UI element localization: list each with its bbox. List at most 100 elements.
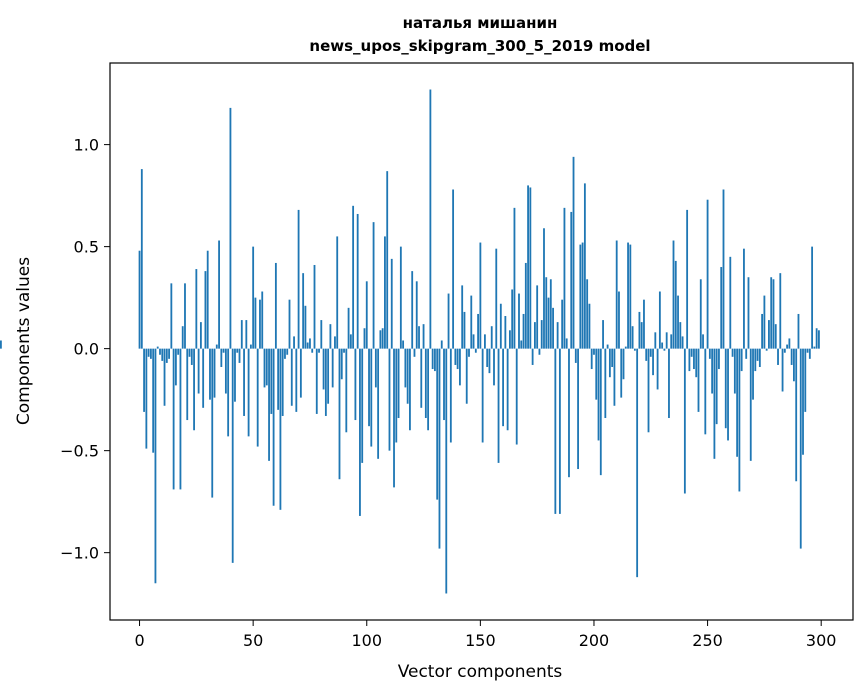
bar-227	[654, 332, 657, 349]
bar-187	[563, 207, 566, 349]
bar-2	[143, 348, 145, 412]
bar-22	[188, 348, 191, 357]
bar-224	[647, 348, 650, 433]
bar-17	[177, 348, 180, 355]
bar-15	[172, 348, 175, 490]
bar-249	[704, 348, 707, 435]
bar-19	[181, 326, 184, 349]
bar-4	[147, 348, 150, 357]
bar-0	[138, 250, 141, 349]
bar-85	[331, 348, 334, 388]
bar-137	[449, 348, 452, 443]
bar-155	[490, 326, 493, 349]
bar-269	[749, 348, 752, 461]
y-tick-label: −1.0	[60, 544, 99, 563]
bar-262	[733, 348, 736, 394]
bar-124	[420, 348, 423, 408]
bar-87	[336, 236, 339, 349]
bar-150	[479, 242, 482, 349]
bar-205	[604, 348, 607, 419]
bar-16	[174, 348, 177, 386]
bar-285	[786, 344, 789, 349]
bar-192	[574, 348, 577, 363]
bar-186	[561, 299, 564, 349]
bar-229	[658, 291, 661, 349]
y-tick-label: 0.5	[74, 238, 99, 257]
bar-116	[402, 340, 405, 349]
bar-170	[524, 262, 527, 349]
bar-145	[468, 348, 470, 357]
bar-153	[486, 348, 489, 367]
bar-166	[515, 348, 518, 445]
bar-251	[708, 348, 711, 359]
bar-240	[683, 348, 686, 494]
bar-218	[633, 348, 636, 351]
bar-260	[729, 256, 732, 349]
bar-63	[281, 348, 284, 416]
bar-235	[672, 240, 675, 349]
bar-163	[508, 330, 511, 349]
bar-46	[243, 348, 245, 416]
bar-139	[454, 348, 457, 365]
bar-118	[406, 348, 409, 404]
bar-56	[265, 348, 268, 386]
bar-195	[581, 242, 584, 349]
bar-74	[306, 342, 309, 349]
bar-190	[570, 211, 573, 349]
bar-204	[602, 320, 604, 349]
bar-55	[263, 348, 266, 388]
bar-253	[713, 348, 716, 459]
bar-120	[411, 271, 414, 349]
bar-111	[390, 258, 393, 349]
bar-49	[249, 344, 252, 349]
bar-167	[518, 293, 520, 349]
bar-27	[199, 322, 202, 349]
y-tick-label: −0.5	[60, 442, 99, 461]
bar-284	[783, 348, 786, 353]
bar-24	[193, 348, 195, 431]
bar-100	[365, 281, 368, 349]
bar-226	[652, 348, 654, 376]
bar-114	[397, 348, 400, 419]
bar-201	[595, 348, 598, 400]
bar-53	[259, 299, 261, 349]
bar-213	[622, 348, 625, 380]
bar-7	[154, 348, 157, 584]
bar-158	[497, 348, 500, 463]
bar-106	[379, 330, 382, 349]
bar-83	[327, 348, 330, 404]
bar-112	[393, 348, 395, 488]
bar-291	[799, 348, 802, 549]
bar-174	[533, 322, 536, 349]
bar-216	[629, 244, 632, 349]
bar-41	[231, 348, 234, 563]
bar-178	[543, 228, 545, 349]
bar-215	[627, 242, 629, 349]
bar-159	[499, 303, 502, 349]
bar-138	[452, 189, 455, 349]
bar-294	[806, 348, 809, 353]
bar-169	[522, 313, 525, 349]
bar-75	[309, 338, 311, 349]
bar-278	[770, 277, 773, 349]
bar-28	[202, 348, 205, 408]
bar-168	[520, 340, 523, 349]
bar-271	[754, 348, 757, 372]
bar-175	[536, 285, 539, 349]
bar-276	[765, 348, 768, 351]
bar-130	[434, 348, 436, 372]
bar-66	[288, 299, 291, 349]
bar-6	[152, 348, 155, 453]
bar-140	[456, 348, 459, 370]
y-axis-ticks: −1.0 −0.5 0.0 0.5 1.0	[60, 136, 110, 563]
bar-152	[484, 334, 486, 349]
bar-264	[738, 348, 741, 492]
bar-33	[213, 348, 216, 398]
bar-47	[245, 320, 248, 349]
bar-228	[656, 348, 659, 390]
bar-121	[413, 348, 416, 357]
bar-54	[261, 291, 264, 349]
bar-274	[761, 313, 764, 349]
x-tick-label: 250	[692, 631, 723, 650]
bar-39	[227, 348, 230, 437]
